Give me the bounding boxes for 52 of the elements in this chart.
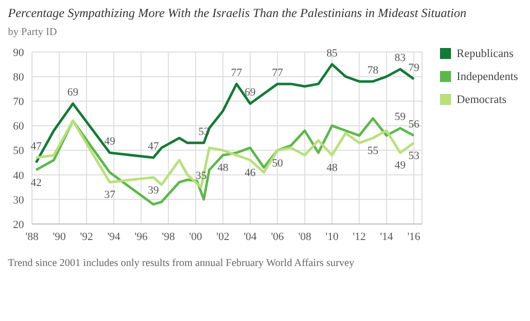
data-label: 69	[67, 86, 79, 99]
data-label: 59	[394, 111, 406, 124]
data-label: 50	[272, 157, 284, 170]
x-tick-label: '04	[244, 230, 258, 243]
data-label: 78	[367, 64, 379, 76]
text: Trend since 2001 includes only results from annual February World Affairs survey	[8, 258, 356, 269]
chart-title: Percentage Sympathizing More With the Israelis Than the Palestinians in Mideast Situation	[8, 6, 468, 21]
chart-subtitle: by Party ID	[8, 27, 58, 38]
y-tick-label: 40	[13, 170, 24, 182]
data-label: 83	[394, 52, 406, 64]
x-tick-label: '16	[407, 230, 421, 243]
data-label: 49	[394, 160, 406, 172]
y-tick-label: 20	[13, 218, 24, 231]
data-label: 47	[30, 140, 42, 153]
y-tick-label: 90	[13, 46, 24, 59]
x-tick-label: '90	[52, 230, 66, 243]
legend-label: Republicans	[456, 48, 514, 60]
x-tick-label: '88	[26, 230, 39, 243]
x-tick-label: '06	[270, 230, 284, 243]
data-label: 42	[30, 176, 42, 189]
data-label: 85	[326, 47, 338, 60]
legend-label: Democrats	[456, 94, 506, 106]
data-label: 37	[104, 189, 116, 202]
data-label: 39	[148, 184, 160, 196]
y-tick-label: 50	[13, 145, 24, 158]
x-tick-label: '10	[326, 230, 339, 243]
x-tick-label: '94	[107, 230, 121, 243]
x-tick-label: '08	[298, 230, 312, 243]
x-tick-label: '98	[162, 230, 176, 243]
x-tick-label: '12	[352, 230, 366, 243]
data-label: 69	[244, 86, 256, 99]
data-label: 48	[326, 162, 338, 174]
legend-label: Independents	[456, 70, 518, 82]
data-label: 79	[408, 62, 420, 74]
data-label: 53	[408, 150, 420, 162]
data-label: 77	[231, 66, 243, 79]
data-label: 56	[408, 118, 420, 131]
x-tick-label: '92	[80, 230, 94, 243]
data-label: 46	[244, 167, 256, 180]
y-tick-label: 30	[13, 194, 24, 206]
data-label: 49	[104, 136, 116, 148]
y-tick-label: 60	[13, 120, 24, 133]
y-tick-label: 80	[13, 71, 24, 84]
x-tick-label: '96	[134, 230, 148, 243]
data-label: 47	[148, 140, 160, 153]
data-label: 48	[217, 162, 229, 174]
x-tick-label: '02	[216, 230, 230, 243]
x-tick-label: '00	[189, 230, 203, 243]
y-tick-label: 70	[13, 96, 24, 108]
data-label: 55	[367, 145, 379, 157]
x-tick-label: '14	[380, 230, 394, 243]
data-label: 77	[272, 66, 284, 79]
